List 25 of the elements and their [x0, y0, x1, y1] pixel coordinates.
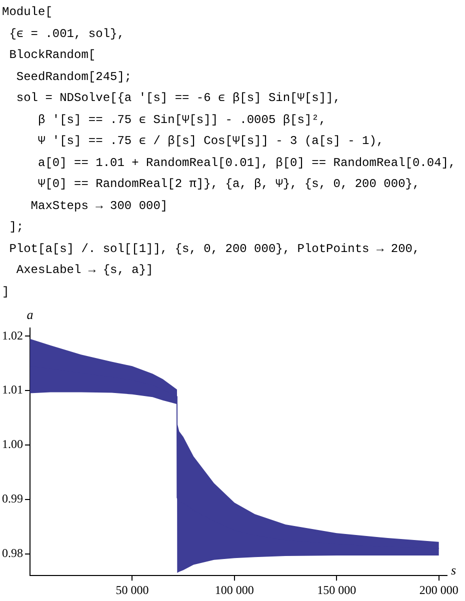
text: SeedRandom[245];: [15, 68, 133, 86]
text: Plot[a[s] /. sol[[1]], {s, 0, 200 000}, PlotPoints → 200,: [8, 240, 421, 258]
text: ]: [2, 284, 10, 300]
y-tick-label: 1.01: [2, 382, 23, 397]
text: {ϵ = .001, sol},: [8, 26, 126, 42]
text: β '[s] == .75 ϵ Sin[Ψ[s]] - .0005 β[s]²,: [37, 112, 328, 128]
y-tick-label: 1.00: [2, 437, 23, 452]
text: MaxSteps → 300 000]: [30, 198, 169, 214]
text: BlockRandom[: [8, 47, 97, 64]
y-tick-label: 1.02: [2, 328, 23, 342]
x-tick-label: 200 000: [419, 582, 458, 597]
y-tick-label: 0.99: [2, 492, 23, 506]
x-tick-label: 50 000: [116, 582, 149, 597]
y-axis-title: a: [26, 306, 34, 322]
text: Ψ[0] == RandomReal[2 π]}, {a, β, Ψ}, {s, 0, 200 000},: [37, 176, 421, 193]
x-tick-label: 150 000: [317, 582, 356, 597]
x-tick-label: 100 000: [214, 582, 254, 597]
text: Module[: [2, 4, 54, 21]
text: ];: [8, 219, 25, 236]
y-tick-label: 0.98: [2, 546, 23, 560]
text: a[0] == 1.01 + RandomReal[0.01], β[0] == RandomReal[0.04],: [37, 154, 456, 172]
x-axis-title: s: [451, 562, 456, 578]
text: sol = NDSolve[{a '[s] == -6 ϵ β[s] Sin[Ψ[s]],: [15, 90, 342, 107]
text: AxesLabel → {s, a}]: [15, 262, 154, 279]
text: Ψ '[s] == .75 ϵ / β[s] Cos[Ψ[s]] - 3 (a[s] - 1),: [37, 133, 385, 150]
